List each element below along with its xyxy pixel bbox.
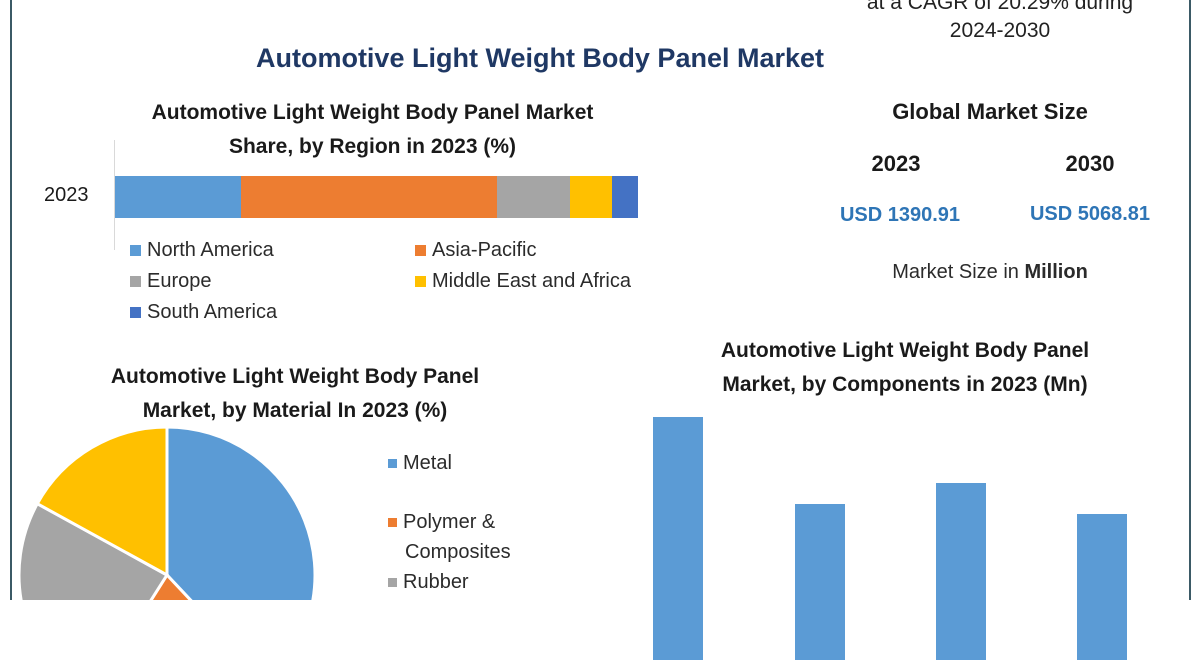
segment-asia-pacific [240,176,497,218]
page-title: Automotive Light Weight Body Panel Marke… [255,43,825,73]
swatch-icon [415,245,426,256]
market-size-title: Global Market Size [892,99,1088,124]
market-year-2023: 2023 [871,151,921,176]
legend-label-continued: Composites [405,541,511,563]
unit-prefix: Market Size in [892,261,1025,283]
legend-label: Rubber [403,571,469,593]
region-chart-axis [114,140,115,250]
region-chart-title-line1: Automotive Light Weight Body Panel Marke… [151,101,594,124]
market-value-2030: USD 5068.81 [1029,203,1151,225]
legend-metal: Metal [388,452,452,475]
material-pie-chart [17,425,317,600]
component-bar [1077,514,1127,660]
legend-label: North America [147,239,274,261]
pie-slice [165,425,317,600]
market-value-2023: USD 1390.91 [839,204,961,226]
frame-border-left [10,0,12,600]
market-size-unit: Market Size in Million [840,261,1140,284]
legend-label: Asia-Pacific [432,239,537,261]
swatch-icon [388,578,397,587]
frame-border-right [1189,0,1191,600]
market-year-2030: 2030 [1065,151,1115,176]
pie-slice [35,425,169,578]
swatch-icon [388,518,397,527]
segment-north-america [115,176,241,218]
legend-rubber: Rubber [388,571,469,594]
segment-south-america [611,176,638,218]
region-row-label: 2023 [44,184,89,206]
cagr-text: at a CAGR of 20.29% during [866,0,1134,14]
legend-south-america: South America [130,301,277,324]
legend-middle-east-africa: Middle East and Africa [415,270,631,293]
legend-europe: Europe [130,270,212,293]
component-bar [795,504,845,660]
legend-north-america: North America [130,239,274,262]
legend-label: Metal [403,452,452,474]
region-chart-title-line2: Share, by Region in 2023 (%) [228,135,517,158]
component-bar [936,482,986,660]
swatch-icon [388,459,397,468]
material-chart-title-line2: Market, by Material In 2023 (%) [142,399,448,422]
pie-slice [149,572,193,600]
segment-middle-east-africa [570,176,612,218]
swatch-icon [130,307,141,318]
components-chart-title-line1: Automotive Light Weight Body Panel [720,339,1090,362]
swatch-icon [415,276,426,287]
legend-label: Europe [147,270,212,292]
cagr-period: 2024-2030 [949,19,1051,42]
pie-slice [17,501,170,600]
material-chart-title-line1: Automotive Light Weight Body Panel [110,365,480,388]
segment-europe [496,176,570,218]
components-chart-title-line2: Market, by Components in 2023 (Mn) [722,373,1088,396]
unit-bold: Million [1024,261,1088,283]
legend-label: Polymer & [403,511,496,533]
region-stacked-bar [115,176,638,218]
component-bar [653,417,703,660]
swatch-icon [130,245,141,256]
legend-polymer-composites: Polymer & [388,511,495,534]
legend-label: South America [147,301,278,323]
swatch-icon [130,276,141,287]
legend-asia-pacific: Asia-Pacific [415,239,536,262]
legend-label: Middle East and Africa [432,270,631,292]
